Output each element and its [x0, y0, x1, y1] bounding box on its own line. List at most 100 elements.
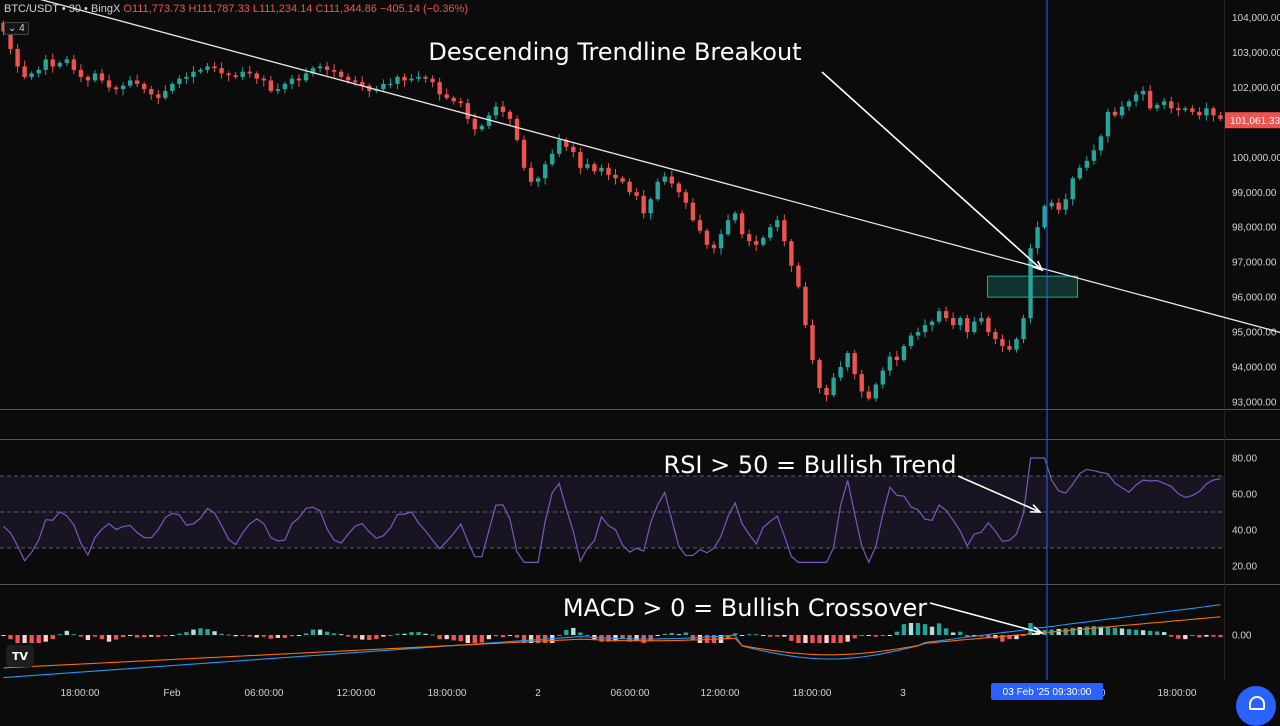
candle-body — [1183, 108, 1188, 111]
trendline-arrow — [821, 71, 1043, 271]
time-tick-label: 2 — [535, 688, 541, 699]
macd-histogram-bar — [479, 635, 485, 643]
macd-histogram-bar — [746, 634, 752, 636]
macd-histogram-bar — [15, 635, 20, 643]
candle-body — [184, 76, 189, 79]
candle-body — [409, 78, 414, 81]
candle-body — [331, 69, 337, 72]
macd-tick-label: 0.00 — [1232, 631, 1252, 642]
macd-histogram-bar — [739, 635, 745, 636]
candle-body — [395, 76, 400, 84]
candle-body — [542, 164, 548, 179]
macd-histogram-bar — [1112, 627, 1118, 635]
candle-body — [465, 103, 470, 119]
candle-body — [514, 118, 520, 140]
macd-histogram-bar — [1070, 627, 1075, 635]
candle-body — [493, 106, 499, 116]
candle-body — [1042, 206, 1047, 228]
candle-body — [324, 66, 330, 70]
macd-histogram-bar — [374, 635, 379, 640]
candle-body — [746, 234, 752, 242]
candle-body — [697, 220, 703, 231]
candle-body — [641, 195, 646, 214]
candle-body — [36, 69, 41, 74]
candle-body — [472, 118, 478, 130]
candle-body — [163, 90, 168, 98]
macd-histogram-bar — [85, 635, 91, 640]
candle-body — [711, 244, 717, 249]
macd-histogram-bar — [395, 633, 400, 635]
macd-histogram-bar — [360, 635, 365, 640]
chart-background — [0, 0, 1280, 708]
symbol-label[interactable]: BTC/USDT • 30 • BingX — [4, 3, 121, 15]
macd-histogram-bar — [535, 635, 541, 643]
candle-body — [500, 106, 506, 112]
change-value: −405.14 (−0.36%) — [379, 3, 468, 15]
macd-histogram-bar — [353, 635, 358, 639]
candle-body — [219, 68, 224, 74]
descending-trendline — [40, 0, 1280, 334]
macd-histogram-bar — [1140, 630, 1146, 635]
macd-histogram-bar — [585, 635, 590, 636]
macd-histogram-bar — [472, 635, 478, 643]
macd-histogram-bar — [782, 635, 787, 637]
candle-body — [416, 76, 421, 79]
candle-body — [1049, 202, 1054, 207]
candle-body — [831, 377, 836, 396]
indicators-toggle[interactable]: ⌄ 4 — [4, 22, 29, 35]
tradingview-logo-icon[interactable]: TV — [6, 645, 34, 667]
chart-canvas[interactable]: 104,000.00103,000.00102,000.00101,000.00… — [0, 0, 1280, 708]
candle-body — [50, 59, 55, 67]
macd-histogram-bar — [986, 635, 991, 639]
macd-histogram-bar — [1190, 635, 1195, 636]
macd-histogram-bar — [205, 629, 210, 635]
candle-body — [191, 71, 196, 77]
macd-histogram-bar — [163, 635, 168, 637]
candle-body — [859, 374, 864, 392]
price-tick-label: 103,000.00 — [1232, 48, 1280, 59]
macd-histogram-bar — [634, 635, 639, 641]
macd-histogram-bar — [1105, 627, 1111, 635]
candle-body — [106, 80, 112, 88]
candle-body — [627, 181, 632, 193]
macd-histogram-bar — [247, 635, 252, 637]
candle-body — [1105, 111, 1111, 137]
time-tick-label: 18:00:00 — [793, 688, 832, 699]
candle-body — [1035, 227, 1040, 249]
macd-histogram-bar — [775, 635, 780, 637]
candle-body — [887, 356, 893, 371]
candle-body — [1204, 108, 1209, 116]
candle-body — [360, 82, 365, 86]
macd-histogram-bar — [1126, 629, 1132, 635]
candle-body — [901, 346, 907, 361]
time-tick-label: 18:00:00 — [1158, 688, 1197, 699]
time-tick-label: 12:00:00 — [337, 688, 376, 699]
macd-histogram-bar — [1197, 635, 1202, 638]
chat-fab-button[interactable] — [1236, 686, 1276, 726]
candle-body — [381, 83, 386, 90]
candle-body — [754, 241, 759, 245]
price-tick-label: 95,000.00 — [1232, 328, 1277, 339]
candle-body — [1077, 167, 1082, 179]
candle-body — [1169, 101, 1174, 109]
candle-body — [1126, 101, 1132, 107]
macd-histogram-bar — [1176, 635, 1181, 639]
candle-body — [423, 76, 428, 79]
macd-histogram-bar — [1000, 635, 1005, 642]
macd-histogram-bar — [725, 635, 731, 640]
candle-body — [775, 220, 780, 228]
indicators-count: 4 — [19, 23, 25, 34]
macd-histogram-bar — [1014, 635, 1019, 640]
time-tick-label: 3 — [900, 688, 906, 699]
candle-body — [817, 360, 822, 389]
candle-body — [22, 66, 27, 77]
macd-histogram-bar — [423, 633, 428, 635]
macd-histogram-bar — [528, 635, 534, 643]
macd-histogram-bar — [50, 635, 55, 640]
candle-body — [1176, 108, 1181, 111]
macd-line — [3, 604, 1221, 679]
candle-body — [592, 164, 597, 172]
candle-body — [486, 115, 492, 126]
candle-body — [1014, 339, 1019, 350]
macd-histogram-bar — [1063, 628, 1068, 635]
